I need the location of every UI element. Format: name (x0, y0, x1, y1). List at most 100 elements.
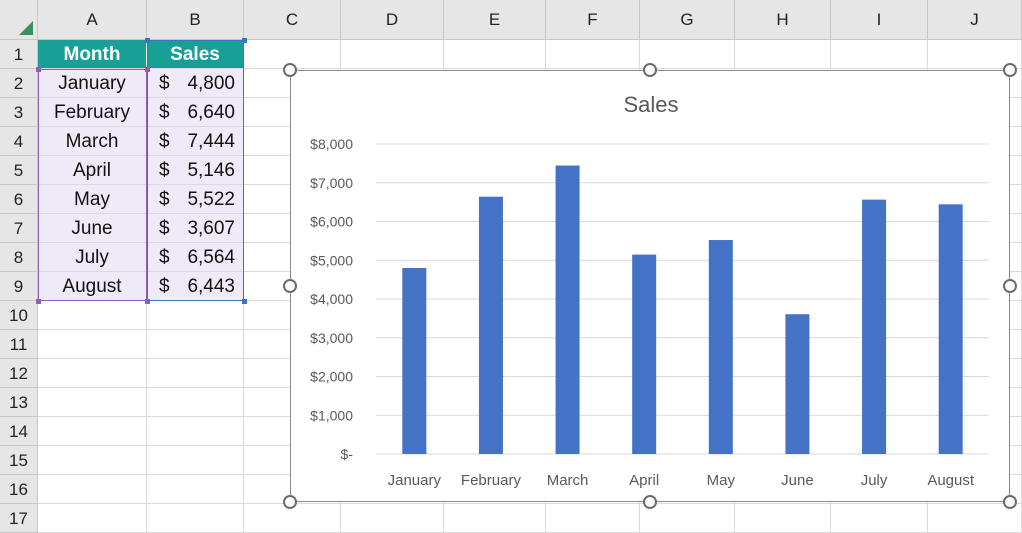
x-tick-label: July (861, 472, 888, 489)
empty-cell[interactable] (147, 359, 244, 388)
sales-cell[interactable]: $4,800 (147, 69, 244, 98)
currency-symbol: $ (159, 102, 170, 123)
empty-cell[interactable] (640, 40, 735, 69)
row-header-11[interactable]: 11 (0, 330, 38, 359)
empty-cell[interactable] (341, 40, 444, 69)
empty-cell[interactable] (38, 417, 147, 446)
row-header-16[interactable]: 16 (0, 475, 38, 504)
row-header-2[interactable]: 2 (0, 69, 38, 98)
month-cell[interactable]: March (38, 127, 147, 156)
x-tick-label: August (927, 472, 975, 489)
bar-february (478, 196, 503, 454)
empty-cell[interactable] (341, 504, 444, 533)
sales-cell[interactable]: $3,607 (147, 214, 244, 243)
column-header-e[interactable]: E (444, 0, 546, 40)
empty-cell[interactable] (147, 388, 244, 417)
chart-resize-handle-bottom-left[interactable] (283, 495, 297, 509)
bar-june (785, 314, 810, 454)
row-header-12[interactable]: 12 (0, 359, 38, 388)
month-cell[interactable]: July (38, 243, 147, 272)
empty-cell[interactable] (147, 417, 244, 446)
empty-cell[interactable] (831, 504, 928, 533)
chart-resize-handle-top[interactable] (643, 63, 657, 77)
empty-cell[interactable] (38, 446, 147, 475)
sales-cell[interactable]: $5,522 (147, 185, 244, 214)
month-cell[interactable]: May (38, 185, 147, 214)
empty-cell[interactable] (38, 388, 147, 417)
range-corner-handle[interactable] (145, 299, 150, 304)
empty-cell[interactable] (38, 475, 147, 504)
column-header-f[interactable]: F (546, 0, 640, 40)
column-header-j[interactable]: J (928, 0, 1022, 40)
empty-cell[interactable] (147, 475, 244, 504)
row-header-6[interactable]: 6 (0, 185, 38, 214)
column-header-g[interactable]: G (640, 0, 735, 40)
row-header-14[interactable]: 14 (0, 417, 38, 446)
empty-cell[interactable] (147, 446, 244, 475)
range-corner-handle[interactable] (242, 38, 247, 43)
empty-cell[interactable] (444, 40, 546, 69)
sales-chart[interactable]: Sales $- $1,000 $2,000 $3,000 $4,000 $5,000 $6,… (290, 70, 1010, 502)
column-header-a[interactable]: A (38, 0, 147, 40)
empty-cell[interactable] (147, 330, 244, 359)
empty-cell[interactable] (546, 504, 640, 533)
chart-resize-handle-left[interactable] (283, 279, 297, 293)
sales-cell[interactable]: $6,564 (147, 243, 244, 272)
empty-cell[interactable] (38, 359, 147, 388)
row-header-3[interactable]: 3 (0, 98, 38, 127)
range-corner-handle[interactable] (36, 67, 41, 72)
row-header-13[interactable]: 13 (0, 388, 38, 417)
sales-cell[interactable]: $6,640 (147, 98, 244, 127)
row-header-8[interactable]: 8 (0, 243, 38, 272)
chart-resize-handle-top-right[interactable] (1003, 63, 1017, 77)
empty-cell[interactable] (735, 40, 831, 69)
row-header-9[interactable]: 9 (0, 272, 38, 301)
empty-cell[interactable] (38, 301, 147, 330)
empty-cell[interactable] (546, 40, 640, 69)
range-corner-handle[interactable] (242, 299, 247, 304)
month-cell[interactable]: February (38, 98, 147, 127)
empty-cell[interactable] (38, 330, 147, 359)
month-cell[interactable]: June (38, 214, 147, 243)
column-header-b[interactable]: B (147, 0, 244, 40)
month-cell[interactable]: January (38, 69, 147, 98)
sales-cell[interactable]: $7,444 (147, 127, 244, 156)
currency-symbol: $ (159, 160, 170, 181)
header-cell-month[interactable]: Month (38, 40, 147, 69)
row-header-1[interactable]: 1 (0, 40, 38, 69)
row-header-10[interactable]: 10 (0, 301, 38, 330)
currency-symbol: $ (159, 218, 170, 239)
month-cell[interactable]: April (38, 156, 147, 185)
sales-cell[interactable]: $5,146 (147, 156, 244, 185)
chart-resize-handle-bottom[interactable] (643, 495, 657, 509)
row-header-17[interactable]: 17 (0, 504, 38, 533)
x-tick-label: April (629, 472, 659, 489)
bar-may (708, 240, 733, 454)
column-header-h[interactable]: H (735, 0, 831, 40)
row-header-7[interactable]: 7 (0, 214, 38, 243)
column-header-i[interactable]: I (831, 0, 928, 40)
column-header-c[interactable]: C (244, 0, 341, 40)
range-corner-handle[interactable] (36, 299, 41, 304)
range-corner-handle[interactable] (145, 38, 150, 43)
empty-cell[interactable] (147, 504, 244, 533)
month-cell[interactable]: August (38, 272, 147, 301)
chart-resize-handle-right[interactable] (1003, 279, 1017, 293)
select-all-button[interactable] (0, 0, 38, 40)
empty-cell[interactable] (147, 301, 244, 330)
sales-cell[interactable]: $6,443 (147, 272, 244, 301)
chart-resize-handle-bottom-right[interactable] (1003, 495, 1017, 509)
row-header-15[interactable]: 15 (0, 446, 38, 475)
empty-cell[interactable] (38, 504, 147, 533)
row-header-4[interactable]: 4 (0, 127, 38, 156)
empty-cell[interactable] (640, 504, 735, 533)
column-header-d[interactable]: D (341, 0, 444, 40)
y-tick-label: $6,000 (310, 214, 353, 230)
empty-cell[interactable] (444, 504, 546, 533)
empty-cell[interactable] (831, 40, 928, 69)
chart-resize-handle-top-left[interactable] (283, 63, 297, 77)
range-corner-handle[interactable] (145, 67, 150, 72)
header-cell-sales[interactable]: Sales (147, 40, 244, 69)
empty-cell[interactable] (735, 504, 831, 533)
row-header-5[interactable]: 5 (0, 156, 38, 185)
